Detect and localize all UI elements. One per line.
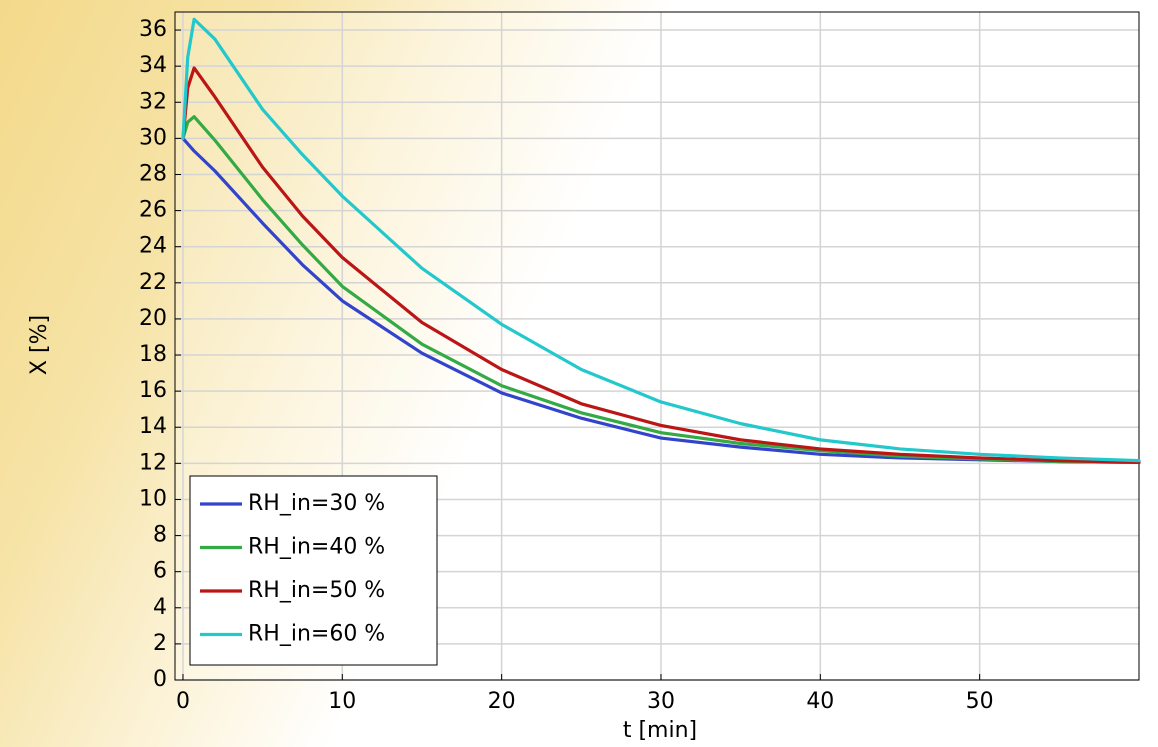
y-tick-label: 16: [139, 378, 167, 403]
x-tick-label: 40: [806, 689, 834, 714]
legend: RH_in=30 % RH_in=40 % RH_in=50 % RH_in=60 %: [189, 475, 438, 666]
y-tick-label: 6: [153, 559, 167, 584]
x-tick-label: 50: [966, 689, 994, 714]
y-tick-label: 18: [139, 342, 167, 367]
x-tick-label: 30: [647, 689, 675, 714]
y-tick-label: 24: [139, 234, 167, 259]
y-tick-label: 28: [139, 161, 167, 186]
legend-label: RH_in=40 %: [248, 535, 385, 560]
x-axis-label: t [min]: [623, 718, 697, 743]
plot-frame: [174, 11, 1140, 681]
y-tick-label: 36: [139, 17, 167, 42]
x-tick-label: 0: [176, 689, 190, 714]
data-line: [181, 17, 1141, 463]
x-tick-label: 20: [488, 689, 516, 714]
y-tick-label: 34: [139, 53, 167, 78]
data-line: [181, 66, 1141, 465]
y-tick-label: 22: [139, 270, 167, 295]
y-axis-label: X [%]: [27, 315, 52, 375]
y-tick-label: 14: [139, 414, 167, 439]
y-tick-label: 20: [139, 306, 167, 331]
x-tick-label: 10: [328, 689, 356, 714]
y-tick-label: 32: [139, 89, 167, 114]
y-tick-label: 12: [139, 450, 167, 475]
legend-label: RH_in=30 %: [248, 491, 385, 516]
legend-label: RH_in=60 %: [248, 622, 385, 647]
y-tick-label: 0: [153, 667, 167, 692]
y-tick-label: 30: [139, 125, 167, 150]
y-tick-label: 2: [153, 631, 167, 656]
y-tick-label: 8: [153, 523, 167, 548]
y-tick-label: 26: [139, 198, 167, 223]
legend-label: RH_in=50 %: [248, 578, 385, 603]
y-tick-label: 10: [139, 486, 167, 511]
y-tick-label: 4: [153, 595, 167, 620]
